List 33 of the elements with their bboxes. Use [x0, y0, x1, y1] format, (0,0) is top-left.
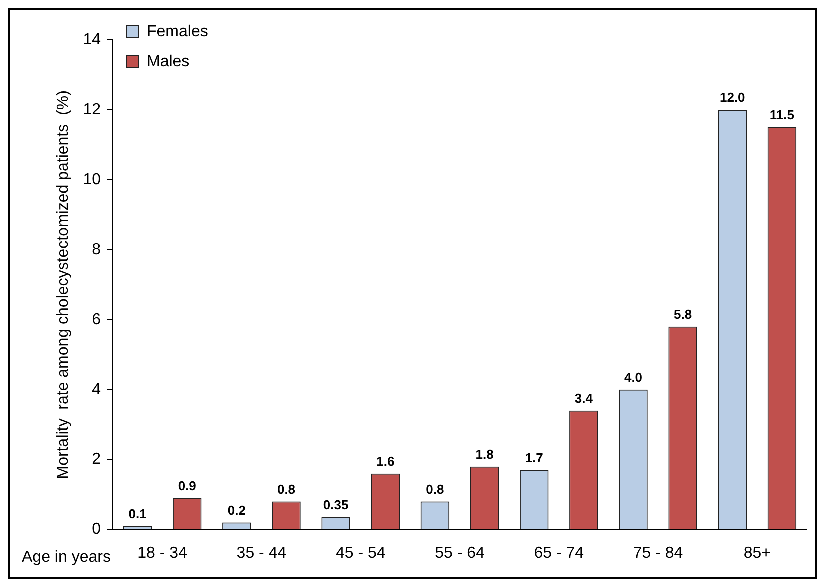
data-label: 3.4	[574, 390, 594, 406]
data-label: 0.2	[228, 502, 246, 518]
y-tick-label: 14	[83, 31, 102, 48]
y-tick-label: 6	[92, 311, 102, 328]
x-tick-label: 85+	[744, 544, 771, 562]
data-label: 1.8	[476, 446, 494, 462]
x-tick-label: 65 - 74	[534, 544, 584, 562]
x-tick-label: 75 - 84	[633, 544, 684, 562]
y-tick-label: 2	[92, 451, 102, 468]
x-axis-title: Age in years	[22, 549, 111, 566]
data-label: 0.8	[277, 482, 296, 497]
y-tick-label: 4	[92, 381, 102, 398]
x-tick-label: 45 - 54	[336, 544, 386, 562]
data-label: 5.8	[674, 306, 692, 322]
x-tick-label: 18 - 34	[138, 544, 188, 562]
data-label: 0.8	[426, 482, 444, 497]
data-label: 11.5	[770, 108, 795, 123]
data-label: 1.7	[525, 450, 544, 466]
data-label: 4.0	[624, 370, 643, 385]
data-label: 0.1	[128, 506, 147, 522]
data-label: 12.0	[720, 90, 746, 106]
y-axis-title: Mortality rate among cholecystectomized patients (%)	[55, 90, 72, 480]
legend-label: Females	[146, 23, 208, 40]
x-tick-label: 35 - 44	[236, 544, 287, 562]
data-label: 0.35	[323, 498, 349, 513]
y-tick-label: 10	[83, 171, 102, 188]
legend-label: Males	[146, 53, 190, 70]
y-tick-label: 12	[83, 101, 102, 118]
x-tick-label: 55 - 64	[435, 544, 486, 562]
y-tick-label: 0	[92, 521, 102, 538]
data-label: 0.9	[178, 478, 196, 494]
data-label: 1.6	[376, 454, 395, 469]
y-tick-label: 8	[92, 241, 102, 258]
